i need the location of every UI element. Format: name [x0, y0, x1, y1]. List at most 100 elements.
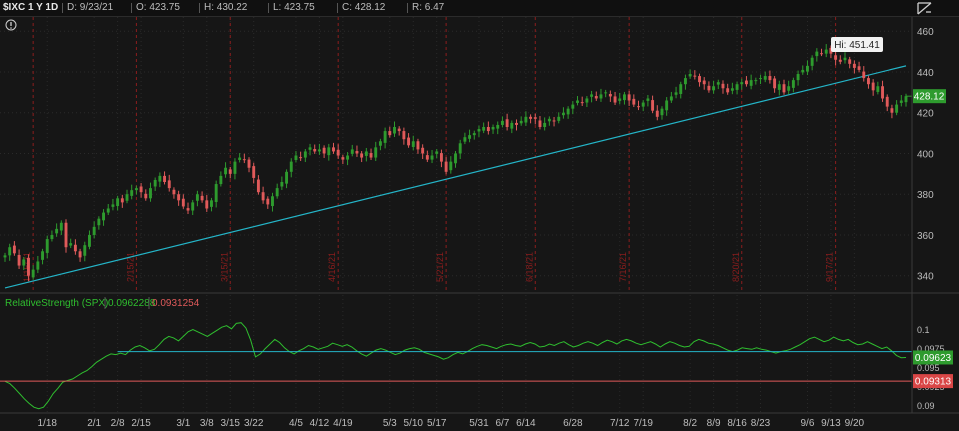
candle-body[interactable] — [383, 131, 387, 143]
candle-body[interactable] — [773, 78, 777, 89]
candle-body[interactable] — [759, 78, 762, 80]
candle-body[interactable] — [683, 78, 687, 85]
candle-body[interactable] — [881, 86, 884, 99]
candle-body[interactable] — [299, 157, 303, 159]
candle-body[interactable] — [256, 179, 260, 193]
candle-body[interactable] — [693, 75, 697, 77]
candle-body[interactable] — [820, 53, 823, 55]
candle-body[interactable] — [27, 257, 30, 276]
candle-body[interactable] — [491, 126, 495, 130]
candle-body[interactable] — [102, 212, 106, 221]
candle-body[interactable] — [22, 259, 26, 266]
candle-body[interactable] — [679, 84, 683, 94]
candle-body[interactable] — [214, 184, 218, 202]
relative-strength-study[interactable] — [0, 322, 912, 410]
candle-body[interactable] — [116, 198, 120, 207]
study-title[interactable]: RelativeStrength (SPX) 0.0962288 0.09312… — [5, 297, 200, 309]
candle-body[interactable] — [787, 86, 791, 91]
candle-body[interactable] — [177, 194, 181, 201]
candle-body[interactable] — [397, 128, 401, 132]
candle-body[interactable] — [655, 110, 659, 117]
candle-body[interactable] — [266, 198, 270, 205]
candle-body[interactable] — [8, 247, 12, 256]
candle-body[interactable] — [73, 244, 77, 252]
candle-body[interactable] — [782, 84, 786, 93]
candle-body[interactable] — [472, 133, 476, 136]
candle-body[interactable] — [64, 222, 68, 248]
candle-body[interactable] — [449, 161, 453, 171]
candle-body[interactable] — [585, 98, 589, 103]
candle-body[interactable] — [144, 193, 148, 199]
candle-body[interactable] — [228, 169, 232, 174]
candle-body[interactable] — [674, 92, 678, 95]
candle-body[interactable] — [186, 208, 190, 211]
candle-body[interactable] — [519, 120, 523, 124]
candle-body[interactable] — [355, 151, 359, 154]
candle-body[interactable] — [416, 141, 420, 150]
candle-body[interactable] — [726, 88, 730, 93]
candle-body[interactable] — [12, 245, 16, 254]
candle-body[interactable] — [744, 80, 748, 85]
candle-body[interactable] — [247, 159, 251, 168]
candle-body[interactable] — [688, 74, 692, 77]
candle-body[interactable] — [702, 80, 706, 85]
candle-body[interactable] — [848, 59, 852, 64]
candle-body[interactable] — [149, 188, 152, 199]
candle-body[interactable] — [271, 196, 274, 207]
candle-body[interactable] — [3, 255, 7, 258]
candle-body[interactable] — [543, 122, 547, 127]
candle-body[interactable] — [641, 102, 645, 107]
candle-body[interactable] — [810, 57, 814, 66]
candle-body[interactable] — [763, 76, 767, 80]
candle-body[interactable] — [698, 76, 701, 83]
candle-body[interactable] — [120, 198, 124, 203]
candle-body[interactable] — [796, 74, 800, 81]
candle-body[interactable] — [871, 82, 875, 91]
candle-body[interactable] — [594, 96, 598, 99]
candle-body[interactable] — [360, 153, 364, 158]
candle-body[interactable] — [327, 147, 331, 156]
candle-body[interactable] — [134, 188, 138, 191]
candle-body[interactable] — [163, 175, 167, 183]
candle-body[interactable] — [777, 84, 781, 90]
candle-body[interactable] — [97, 218, 101, 226]
candle-body[interactable] — [547, 118, 551, 122]
candle-body[interactable] — [613, 96, 617, 103]
candle-body[interactable] — [191, 202, 195, 211]
candle-body[interactable] — [637, 106, 640, 108]
candle-body[interactable] — [45, 239, 49, 253]
candle-body[interactable] — [552, 120, 556, 122]
candle-body[interactable] — [707, 85, 711, 91]
candle-body[interactable] — [571, 104, 575, 109]
candle-body[interactable] — [252, 166, 256, 178]
candle-body[interactable] — [496, 124, 500, 129]
candle-body[interactable] — [599, 94, 603, 99]
candle-body[interactable] — [669, 96, 673, 101]
candle-body[interactable] — [205, 200, 209, 209]
relative-strength-line[interactable] — [4, 322, 907, 410]
candle-body[interactable] — [289, 161, 293, 172]
candle-body[interactable] — [834, 55, 838, 60]
candle-body[interactable] — [716, 82, 720, 85]
candle-body[interactable] — [721, 83, 725, 89]
candle-body[interactable] — [50, 234, 54, 240]
candle-body[interactable] — [219, 175, 223, 185]
candle-body[interactable] — [364, 151, 368, 156]
candle-body[interactable] — [439, 153, 443, 162]
candle-body[interactable] — [768, 76, 772, 81]
candle-body[interactable] — [280, 182, 284, 187]
candle-body[interactable] — [904, 96, 908, 103]
info-icon[interactable] — [5, 19, 17, 31]
candle-body[interactable] — [336, 149, 340, 156]
candle-body[interactable] — [88, 234, 91, 247]
candle-body[interactable] — [341, 157, 345, 160]
candle-body[interactable] — [78, 251, 82, 258]
candle-body[interactable] — [378, 141, 382, 146]
candle-body[interactable] — [393, 126, 396, 134]
candle-body[interactable] — [895, 104, 899, 113]
candle-body[interactable] — [407, 137, 411, 146]
candle-body[interactable] — [285, 171, 289, 184]
candle-body[interactable] — [608, 93, 612, 97]
candle-body[interactable] — [735, 84, 739, 90]
